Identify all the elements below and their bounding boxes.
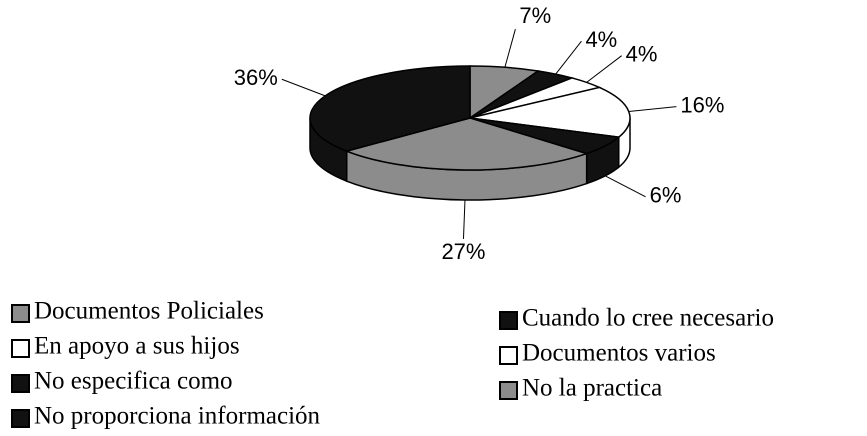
leader-line [604, 175, 646, 198]
legend-swatch [11, 409, 30, 428]
value-label: 16% [680, 92, 724, 117]
legend-swatch [11, 374, 30, 393]
legend-swatch [499, 346, 518, 365]
leader-line [281, 78, 326, 97]
value-label: 4% [585, 27, 617, 52]
value-label: 4% [626, 42, 658, 67]
slice [309, 65, 471, 152]
leader-line [628, 106, 677, 112]
legend-label: En apoyo a sus hijos [34, 333, 240, 360]
slice [344, 117, 590, 171]
legend-label: Documentos varios [522, 340, 716, 367]
leader-line [586, 55, 622, 83]
legend-swatch [499, 381, 518, 400]
legend-label: No especifica como [34, 368, 233, 395]
legend-label: Cuando lo cree necesario [522, 305, 774, 332]
legend-label: Documentos Policiales [34, 298, 264, 325]
legend-label: No proporciona información [34, 403, 321, 430]
legend-swatch [11, 339, 30, 358]
value-label: 6% [650, 183, 682, 208]
leader-line [504, 29, 516, 68]
legend-label: No la practica [522, 375, 662, 402]
value-label: 27% [441, 239, 485, 264]
legend-swatch [11, 304, 30, 323]
value-label: 7% [519, 3, 551, 28]
slice [469, 86, 631, 138]
leader-line [555, 40, 582, 75]
legend-swatch [499, 311, 518, 330]
leader-line [462, 199, 466, 239]
value-label: 36% [234, 65, 278, 90]
